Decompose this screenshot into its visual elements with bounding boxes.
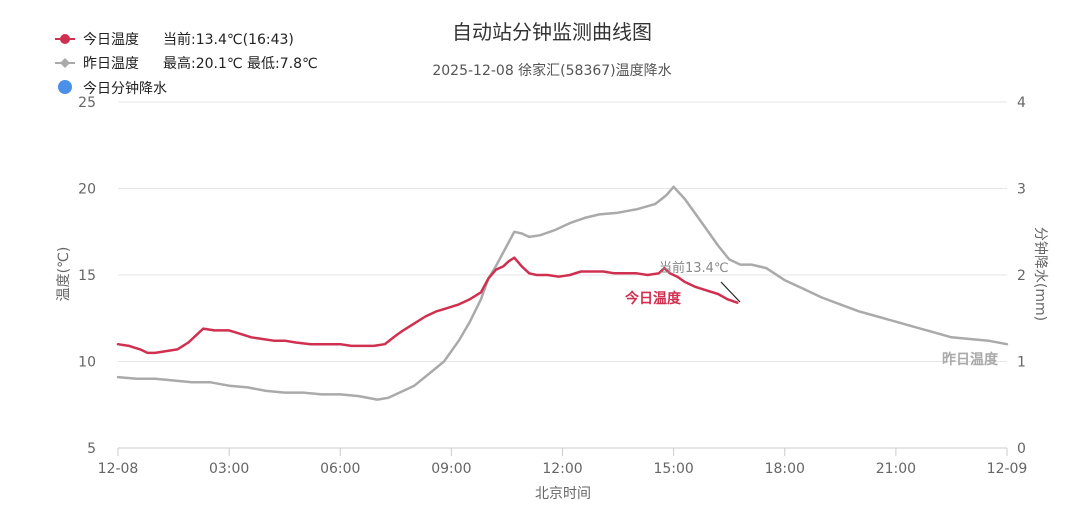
y-axis-title-left: 温度(℃) [56,247,72,302]
legend-label-rain: 今日分钟降水 [83,80,167,97]
y-right-tick-label-2: 2 [1017,268,1026,284]
y-tick-label-15: 15 [78,268,96,284]
y-axis-title-right: 分钟降水(mm) [1032,227,1049,321]
current-value-annotation: 当前13.4℃ [659,260,729,276]
y-tick-label-5: 5 [87,441,96,457]
today-series-label: 今日温度 [624,290,682,307]
legend-marker-yesterday-icon [60,58,70,68]
x-tick-label-3: 09:00 [431,461,471,477]
annotations: 当前13.4℃ 今日温度 昨日温度 [624,260,999,368]
legend-label-today: 今日温度 [83,32,139,48]
x-tick-label-5: 15:00 [653,461,693,477]
legend-marker-today-icon [60,34,70,44]
y-right-tick-label-0: 0 [1017,441,1026,457]
x-tick-label-8: 12-09 [987,461,1028,477]
y-tick-label-20: 20 [78,182,96,198]
chart-title: 自动站分钟监测曲线图 [452,20,652,44]
current-value-pointer [720,281,741,303]
series-line-today [116,256,739,355]
y-right-tick-label-3: 3 [1017,182,1026,198]
y-tick-label-25: 25 [78,95,96,111]
legend: 今日温度 当前:13.4℃(16:43) 昨日温度 最高:20.1℃ 最低:7.… [55,31,318,97]
y-right-tick-label-1: 1 [1017,355,1026,371]
x-tick-label-7: 21:00 [876,461,916,477]
legend-label-yesterday: 昨日温度 [83,56,139,72]
series-layer [116,185,1009,401]
legend-info-yesterday: 最高:20.1℃ 最低:7.8℃ [163,55,318,72]
legend-marker-rain-icon [58,80,72,94]
x-axis-title: 北京时间 [535,486,591,502]
legend-item-yesterday[interactable]: 昨日温度 最高:20.1℃ 最低:7.8℃ [55,55,318,72]
x-tick-label-4: 12:00 [542,461,582,477]
legend-item-rain[interactable]: 今日分钟降水 [58,80,167,97]
x-tick-label-6: 18:00 [765,461,805,477]
x-tick-label-0: 12-08 [98,461,139,477]
legend-info-today: 当前:13.4℃(16:43) [163,31,294,48]
axis-layer: 5 10 15 20 25 0 1 2 3 4 12-08 03:00 06:00 09:00 12:00 1… [78,95,1027,477]
chart-subtitle: 2025-12-08 徐家汇(58367)温度降水 [432,62,671,79]
yesterday-series-label: 昨日温度 [942,351,999,368]
legend-item-today[interactable]: 今日温度 当前:13.4℃(16:43) [55,31,294,48]
y-right-tick-label-4: 4 [1017,95,1026,111]
y-tick-label-10: 10 [78,355,96,371]
x-tick-label-2: 06:00 [320,461,360,477]
x-tick-label-1: 03:00 [209,461,249,477]
series-line-yesterday [116,185,1009,401]
